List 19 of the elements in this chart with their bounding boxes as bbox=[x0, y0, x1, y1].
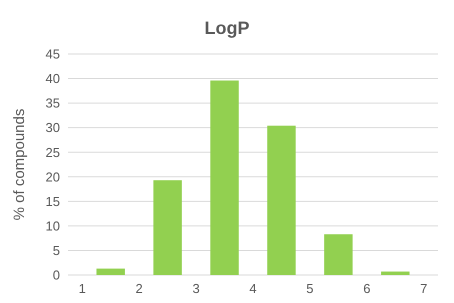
chart-title: LogP bbox=[204, 18, 250, 38]
y-tick-label: 0 bbox=[52, 268, 60, 283]
y-axis-title: % of compounds bbox=[11, 108, 28, 220]
y-tick-label: 40 bbox=[46, 71, 60, 86]
y-tick-label: 35 bbox=[46, 96, 60, 111]
x-tick-label: 3 bbox=[192, 281, 200, 296]
x-tick-label: 4 bbox=[249, 281, 257, 296]
y-tick-label: 15 bbox=[46, 194, 60, 209]
x-tick-label: 5 bbox=[306, 281, 314, 296]
x-tick-label: 1 bbox=[78, 281, 86, 296]
y-tick-label: 45 bbox=[46, 46, 60, 62]
x-tick-label: 2 bbox=[136, 281, 143, 296]
y-tick-label: 30 bbox=[46, 120, 60, 136]
y-tick-label: 25 bbox=[46, 144, 60, 160]
y-tick-label: 20 bbox=[46, 169, 60, 184]
y-tick-label: 5 bbox=[52, 242, 60, 258]
x-tick-label: 6 bbox=[363, 281, 370, 296]
y-tick-label: 10 bbox=[46, 218, 60, 234]
x-tick-label: 7 bbox=[420, 281, 428, 296]
